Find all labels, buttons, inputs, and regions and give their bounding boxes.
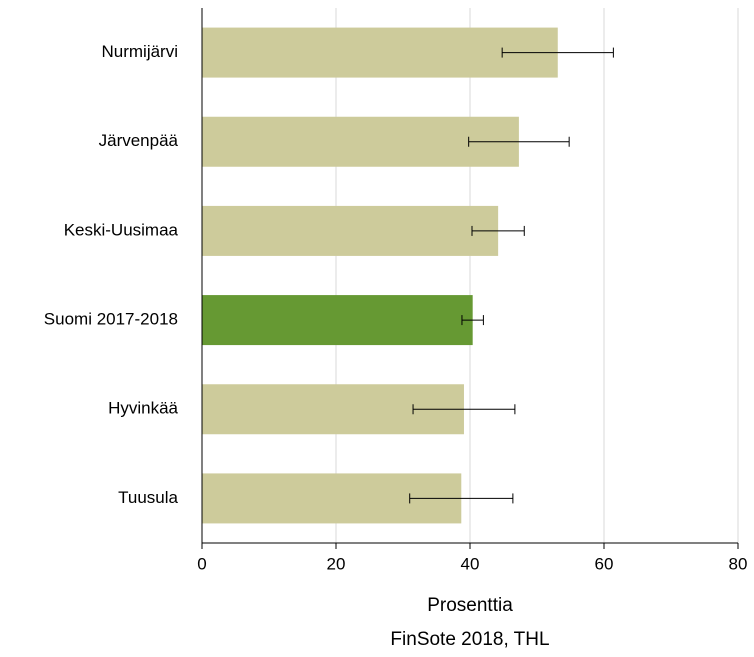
y-tick-label: Keski-Uusimaa [64, 220, 179, 239]
y-tick-label: Tuusula [118, 488, 178, 507]
y-tick-label: Nurmijärvi [102, 42, 179, 61]
y-tick-label: Hyvinkää [108, 399, 178, 418]
source: FinSote 2018, THL [390, 629, 549, 650]
x-tick-label: 0 [197, 554, 206, 573]
bar [202, 295, 473, 346]
y-tick-label: Järvenpää [99, 131, 179, 150]
x-tick-label: 80 [729, 554, 748, 573]
x-tick-label: 20 [327, 554, 346, 573]
bar [202, 205, 499, 256]
x-tick-label: 60 [595, 554, 614, 573]
bar [202, 27, 558, 78]
y-tick-label: Suomi 2017-2018 [44, 310, 178, 329]
bar [202, 116, 519, 167]
x-axis-label: Prosenttia [427, 595, 513, 616]
x-tick-label: 40 [461, 554, 480, 573]
